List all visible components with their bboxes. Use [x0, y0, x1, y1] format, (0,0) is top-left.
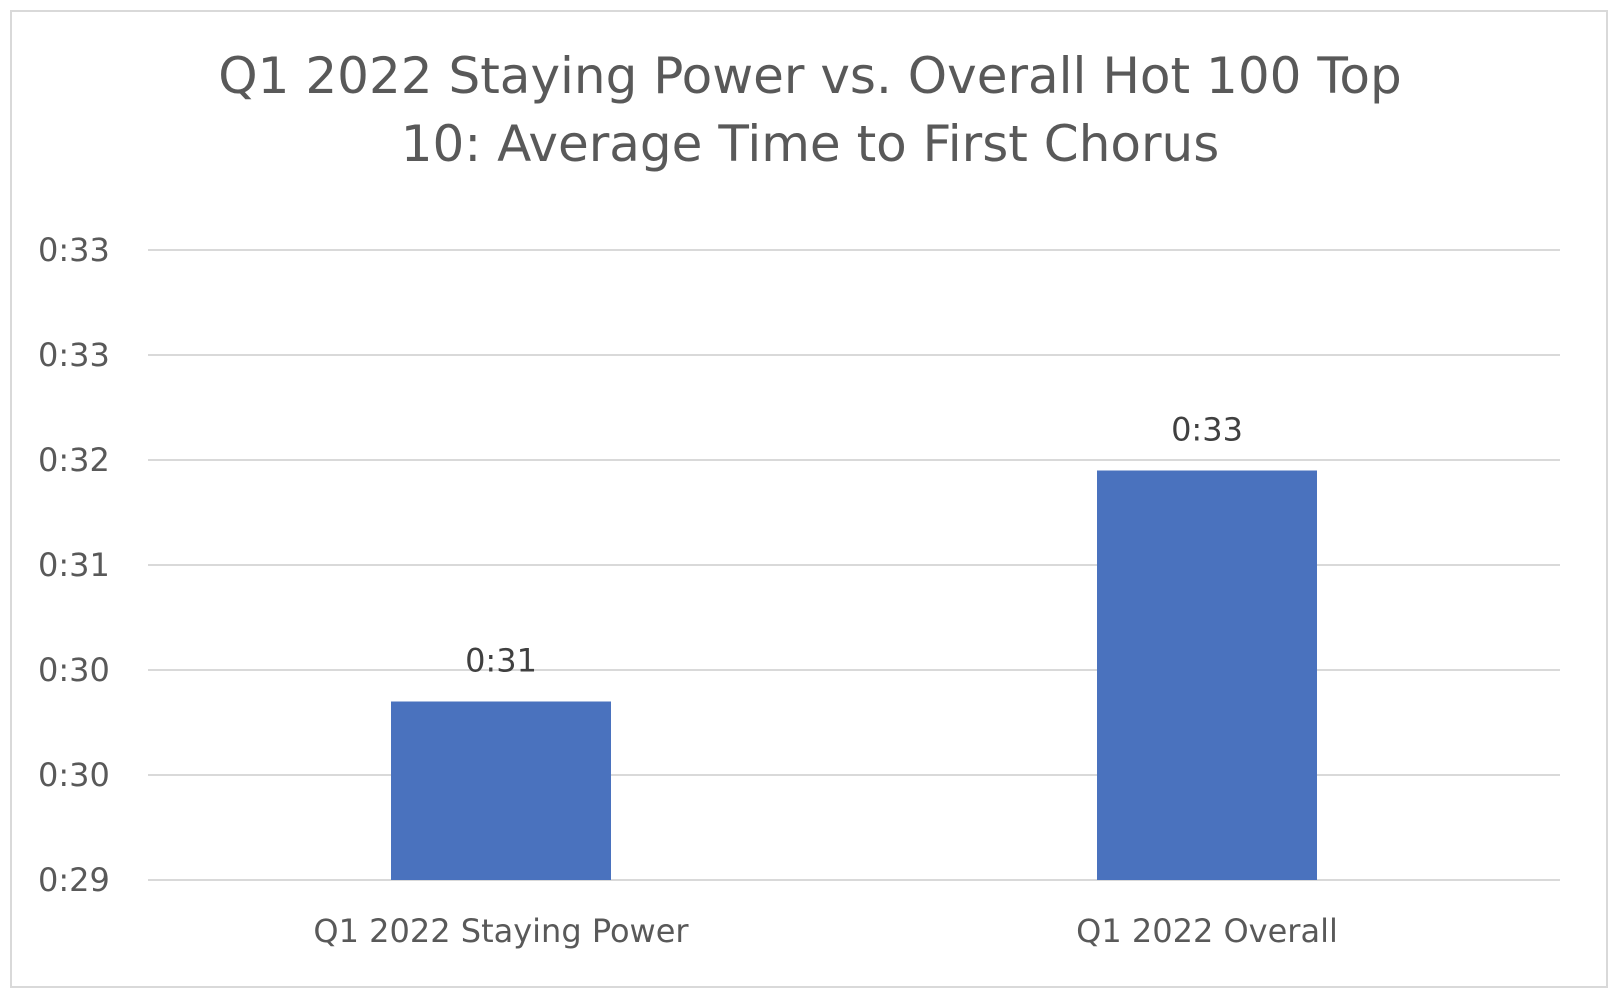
data-label: 0:31	[465, 642, 537, 680]
chart-frame	[10, 10, 1608, 988]
y-tick-label: 0:31	[38, 546, 110, 584]
y-tick-label: 0:30	[38, 651, 110, 689]
y-tick-label: 0:29	[38, 861, 110, 899]
bar	[391, 701, 611, 880]
data-label: 0:33	[1171, 411, 1243, 449]
y-tick-label: 0:30	[38, 756, 110, 794]
data-labels: 0:31 0:33	[465, 411, 1243, 680]
chart-title-line-1: Q1 2022 Staying Power vs. Overall Hot 10…	[218, 47, 1402, 105]
x-category-label: Q1 2022 Overall	[1076, 912, 1338, 950]
y-tick-label: 0:32	[38, 441, 110, 479]
chart-title: Q1 2022 Staying Power vs. Overall Hot 10…	[0, 42, 1620, 178]
gridlines	[148, 249, 1560, 881]
chart-title-line-2: 10: Average Time to First Chorus	[400, 115, 1220, 173]
x-axis-category-labels: Q1 2022 Staying Power Q1 2022 Overall	[313, 912, 1337, 950]
y-tick-label: 0:33	[38, 231, 110, 269]
x-category-label: Q1 2022 Staying Power	[313, 912, 689, 950]
y-tick-label: 0:33	[38, 336, 110, 374]
bars	[391, 470, 1317, 880]
y-axis-tick-labels: 0:29 0:30 0:30 0:31 0:32 0:33 0:33	[38, 231, 110, 899]
bar	[1097, 470, 1317, 880]
